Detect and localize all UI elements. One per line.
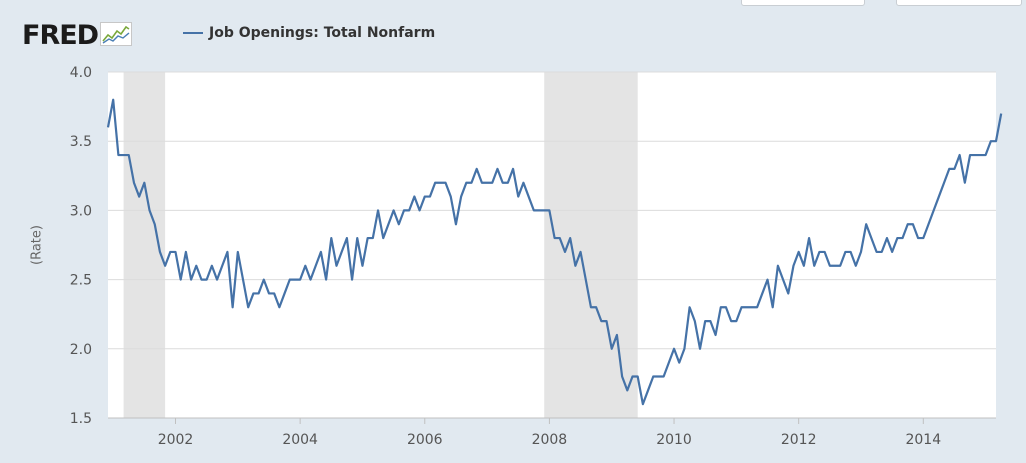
series-line-job-openings [106,98,1003,406]
chart-legend: Job Openings: Total Nonfarm [183,24,435,42]
legend-series-label: Job Openings: Total Nonfarm [209,25,436,41]
x-tick-label: 2014 [905,432,941,448]
y-axis-ticks: 1.5 2.0 2.5 3.0 3.5 4.0 [70,65,92,427]
y-tick-label: 2.5 [70,273,92,289]
legend-swatch [183,32,203,34]
y-tick-label: 3.5 [70,134,92,150]
fred-logo-text: FRED [22,20,99,51]
gridlines [108,71,996,350]
x-axis-ticks: 2002 2004 2006 2008 2010 2012 2014 [158,418,941,448]
fred-logo: FRED [22,20,133,52]
y-tick-label: 4.0 [70,65,92,81]
y-tick-label: 3.0 [70,203,92,219]
x-tick-label: 2008 [532,432,568,448]
top-toolbar-button-right[interactable] [896,0,1022,6]
recession-band-1 [544,72,638,418]
top-toolbar-button-left[interactable] [741,0,865,6]
x-tick-label: 2012 [781,432,817,448]
y-tick-label: 2.0 [70,342,92,358]
y-tick-label: 1.5 [70,411,92,427]
x-tick-label: 2006 [407,432,443,448]
series-layer [106,98,1003,406]
x-tick-label: 2004 [282,432,318,448]
x-tick-label: 2002 [158,432,194,448]
x-tick-label: 2010 [656,432,692,448]
fred-sparkline-logo-icon [100,22,133,51]
